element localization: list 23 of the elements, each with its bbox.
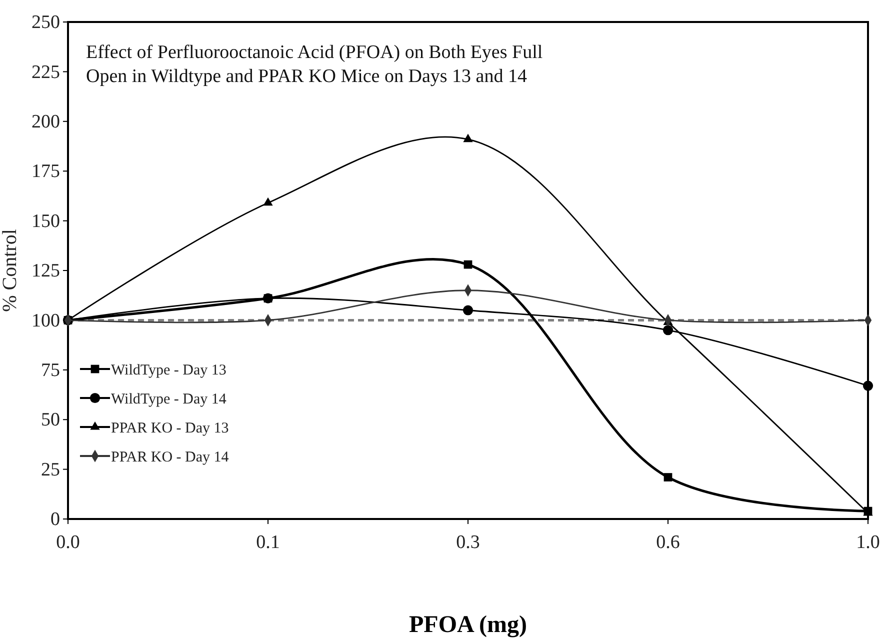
legend-label: WildType - Day 13	[111, 362, 226, 378]
y-tick-label: 250	[32, 12, 60, 34]
x-tick-label: 0.1	[256, 532, 280, 553]
x-axis-title: PFOA (mg)	[409, 612, 527, 638]
y-tick-label: 50	[41, 410, 60, 431]
y-tick-label: 100	[32, 310, 60, 332]
y-axis-title: % Control	[0, 228, 21, 312]
y-tick-label: 175	[32, 161, 60, 182]
x-tick-label: 1.0	[856, 532, 880, 553]
text: Effect of Perfluorooctanoic Acid (PFOA) on Both Eyes Full Open in Wildtype and PPAR KO Mice on Days 13 and 14	[86, 42, 543, 87]
x-tick-label: 0.3	[456, 532, 480, 553]
y-tick-label: 200	[32, 111, 60, 132]
y-tick-label: 225	[32, 62, 60, 83]
y-tick-label: 25	[41, 459, 60, 480]
y-tick-label: 125	[32, 260, 60, 282]
legend-label: WildType - Day 14	[111, 391, 227, 408]
x-tick-label: 0.6	[656, 532, 680, 553]
x-tick-label: 0.0	[56, 532, 80, 553]
y-tick-label: 0	[50, 509, 60, 530]
y-tick-label: 150	[32, 210, 60, 232]
legend-label: PPAR KO - Day 14	[111, 449, 230, 466]
legend-label: PPAR KO - Day 13	[111, 420, 229, 436]
y-tick-label: 75	[41, 360, 60, 381]
